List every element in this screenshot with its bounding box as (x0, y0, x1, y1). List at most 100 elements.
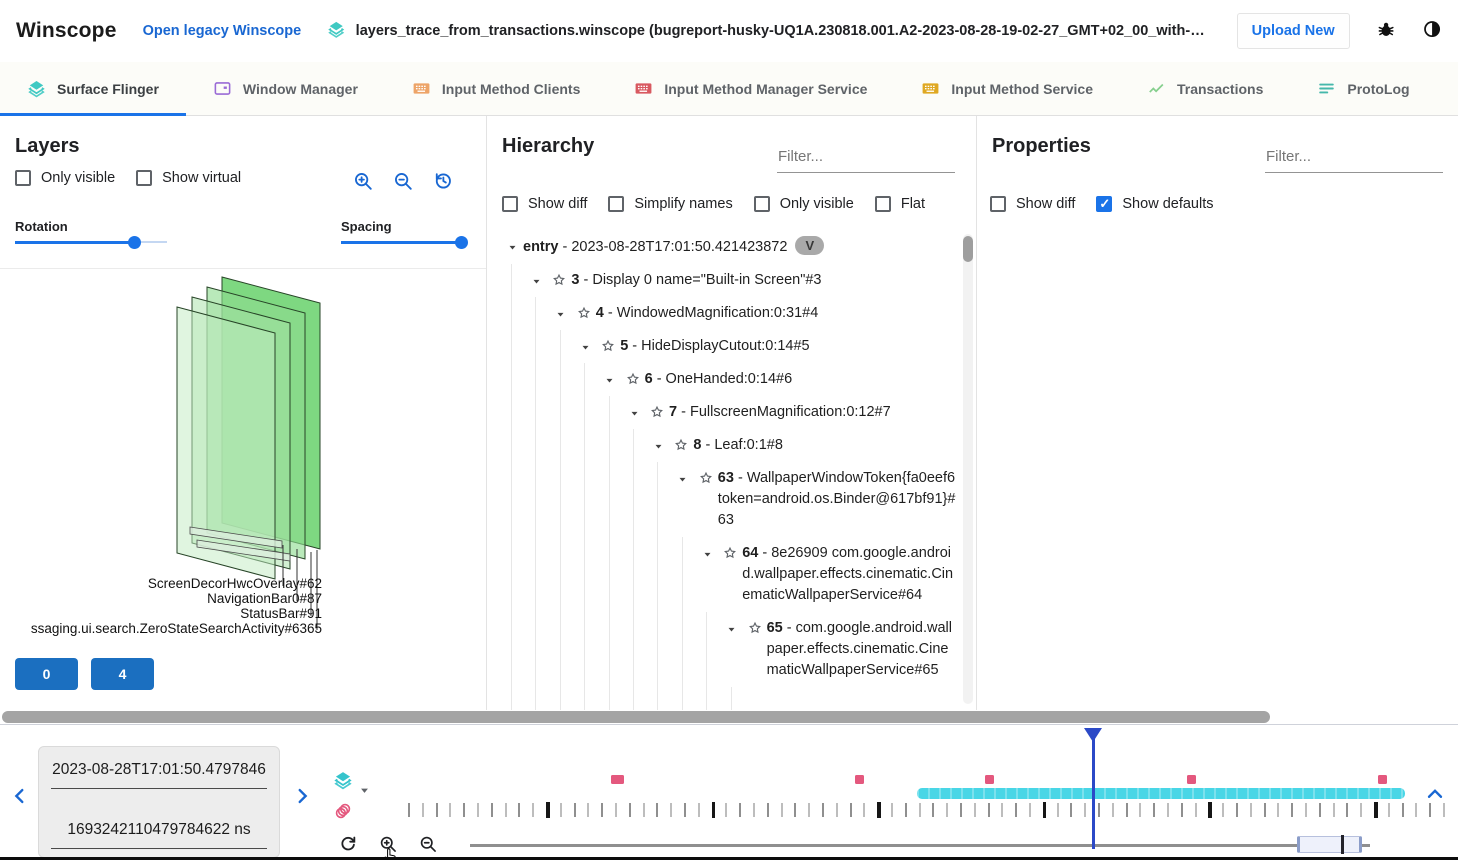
scrollbar-thumb[interactable] (963, 236, 973, 262)
previous-entry-icon[interactable] (9, 785, 31, 807)
zoom-in-icon[interactable] (352, 170, 374, 192)
transition-marker[interactable] (1378, 775, 1387, 784)
visibility-badge[interactable]: V (795, 236, 825, 255)
timeline-cursor[interactable] (1092, 728, 1095, 849)
history-icon[interactable] (432, 170, 454, 192)
tree-scrollbar[interactable] (963, 234, 973, 704)
slider-thumb[interactable] (127, 235, 141, 249)
hierarchy-checkbox-only-visible[interactable]: Only visible (753, 196, 854, 212)
caret-down-icon[interactable] (525, 270, 547, 288)
star-icon[interactable] (645, 402, 669, 420)
tree-node-7[interactable]: 7 - FullscreenMagnification:0:12#7 (623, 396, 962, 429)
caret-down-icon[interactable] (599, 369, 621, 387)
star-icon[interactable] (669, 435, 693, 453)
tree-node-6[interactable]: 6 - OneHanded:0:14#6 (599, 363, 962, 396)
rotation-slider[interactable] (15, 234, 167, 250)
transition-marker[interactable] (985, 775, 994, 784)
checkbox-unchecked[interactable] (15, 170, 31, 186)
zoom-out-icon[interactable] (392, 170, 414, 192)
tab-input-method-service[interactable]: Input Method Service (894, 62, 1120, 115)
transition-marker[interactable] (855, 775, 864, 784)
surfaceflinger-trace-icon[interactable] (333, 770, 353, 790)
caret-down-icon[interactable] (696, 543, 718, 561)
checkbox-unchecked[interactable] (990, 196, 1006, 212)
tab-bar: Surface Flinger Window Manager Input Metho… (0, 62, 1458, 116)
hierarchy-checkbox-flat[interactable]: Flat (874, 196, 925, 212)
star-icon[interactable] (718, 543, 742, 561)
next-entry-icon[interactable] (291, 785, 313, 807)
checkbox-unchecked[interactable] (136, 170, 153, 186)
checkbox-unchecked[interactable] (502, 196, 518, 212)
hierarchy-filter-input[interactable] (777, 146, 955, 173)
tree-node-4[interactable]: 4 - WindowedMagnification:0:31#4 (550, 297, 962, 330)
properties-checkbox-show-diff[interactable]: Show diff (990, 196, 1075, 212)
dark-mode-icon[interactable] (1422, 19, 1442, 43)
upload-new-button[interactable]: Upload New (1236, 13, 1350, 49)
open-legacy-winscope-link[interactable]: Open legacy Winscope (142, 23, 302, 39)
star-icon[interactable] (596, 336, 620, 354)
layer-id-button-0[interactable]: 0 (15, 658, 78, 690)
layers-checkbox-show-virtual[interactable]: Show virtual (136, 170, 241, 186)
layers-checkbox-only-visible[interactable]: Only visible (15, 170, 115, 186)
tab-transactions[interactable]: Transactions (1120, 62, 1290, 115)
hierarchy-checkbox-simplify-names[interactable]: Simplify names (608, 196, 733, 212)
caret-down-icon[interactable] (672, 468, 694, 486)
tree-node-5[interactable]: 5 - HideDisplayCutout:0:14#5 (574, 330, 962, 363)
checkbox-unchecked[interactable] (753, 196, 770, 212)
transition-marker[interactable] (1187, 775, 1196, 784)
tree-node-65[interactable]: 65 - com.google.android.wallpaper.effect… (721, 612, 962, 687)
properties-filter-input[interactable] (1265, 146, 1443, 173)
checkbox-checked[interactable] (1096, 196, 1113, 212)
bug-report-icon[interactable] (1376, 19, 1396, 43)
tree-node-8[interactable]: 8 - Leaf:0:1#8 (647, 429, 962, 462)
timeline-ruler[interactable] (0, 802, 1458, 820)
chevron-down-icon[interactable] (357, 783, 372, 798)
caret-down-icon[interactable] (721, 618, 743, 636)
tree-node-63[interactable]: 63 - WallpaperWindowToken{fa0eef6 token=… (672, 462, 962, 537)
layer-id-button-4[interactable]: 4 (91, 658, 154, 690)
tree-node-3[interactable]: 3 - Display 0 name="Built-in Screen"#3 (525, 264, 962, 297)
properties-checkbox-show-defaults[interactable]: Show defaults (1096, 196, 1213, 212)
tab-tra[interactable]: Tra (1437, 62, 1458, 115)
star-icon[interactable] (621, 369, 645, 387)
transition-marker[interactable] (611, 775, 624, 784)
app-title: Winscope (16, 19, 117, 42)
tab-protolog[interactable]: ProtoLog (1290, 62, 1436, 115)
ns-timestamp-input[interactable] (51, 821, 267, 849)
layers-3d-canvas[interactable] (0, 268, 487, 648)
star-icon[interactable] (743, 618, 767, 636)
checkbox-unchecked[interactable] (874, 196, 891, 212)
tab-input-method-clients[interactable]: Input Method Clients (385, 62, 607, 115)
ruler-tick (1001, 803, 1004, 817)
caret-down-icon[interactable] (550, 303, 572, 321)
timeline-cursor-handle[interactable] (1084, 728, 1102, 742)
spacing-slider[interactable] (341, 234, 469, 250)
tree-node-64[interactable]: 64 - 8e26909 com.google.android.wallpape… (696, 537, 962, 612)
star-icon[interactable] (694, 468, 718, 486)
star-icon[interactable] (572, 303, 596, 321)
tab-window-manager[interactable]: Window Manager (186, 62, 385, 115)
tab-input-method-manager-service[interactable]: Input Method Manager Service (607, 62, 894, 115)
minimap-track[interactable] (470, 844, 1370, 847)
transitions-trace-icon[interactable] (333, 801, 353, 821)
checkbox-unchecked[interactable] (608, 196, 625, 212)
slider-thumb[interactable] (455, 235, 469, 249)
tab-surface-flinger[interactable]: Surface Flinger (0, 62, 186, 116)
star-icon[interactable] (547, 270, 571, 288)
minimap-selection[interactable] (1297, 836, 1362, 853)
human-timestamp-input[interactable] (51, 761, 267, 789)
caret-down-icon[interactable] (574, 336, 596, 354)
collapse-timeline-icon[interactable] (1424, 783, 1446, 805)
caret-down-icon[interactable] (501, 236, 523, 254)
hierarchy-checkbox-show-diff[interactable]: Show diff (502, 196, 587, 212)
timestamp-box (38, 746, 280, 858)
caret-down-icon[interactable] (623, 402, 645, 420)
tree-node-entry[interactable]: entry - 2023-08-28T17:01:50.421423872 V (501, 230, 962, 264)
ruler-tick (546, 802, 550, 818)
surfaceflinger-trace-bar[interactable] (917, 788, 1405, 799)
horizontal-scrollbar[interactable] (2, 711, 1270, 723)
zoom-out-icon[interactable] (418, 834, 438, 854)
zoom-in-icon[interactable] (378, 834, 398, 854)
caret-down-icon[interactable] (647, 435, 669, 453)
refresh-icon[interactable] (338, 834, 358, 854)
